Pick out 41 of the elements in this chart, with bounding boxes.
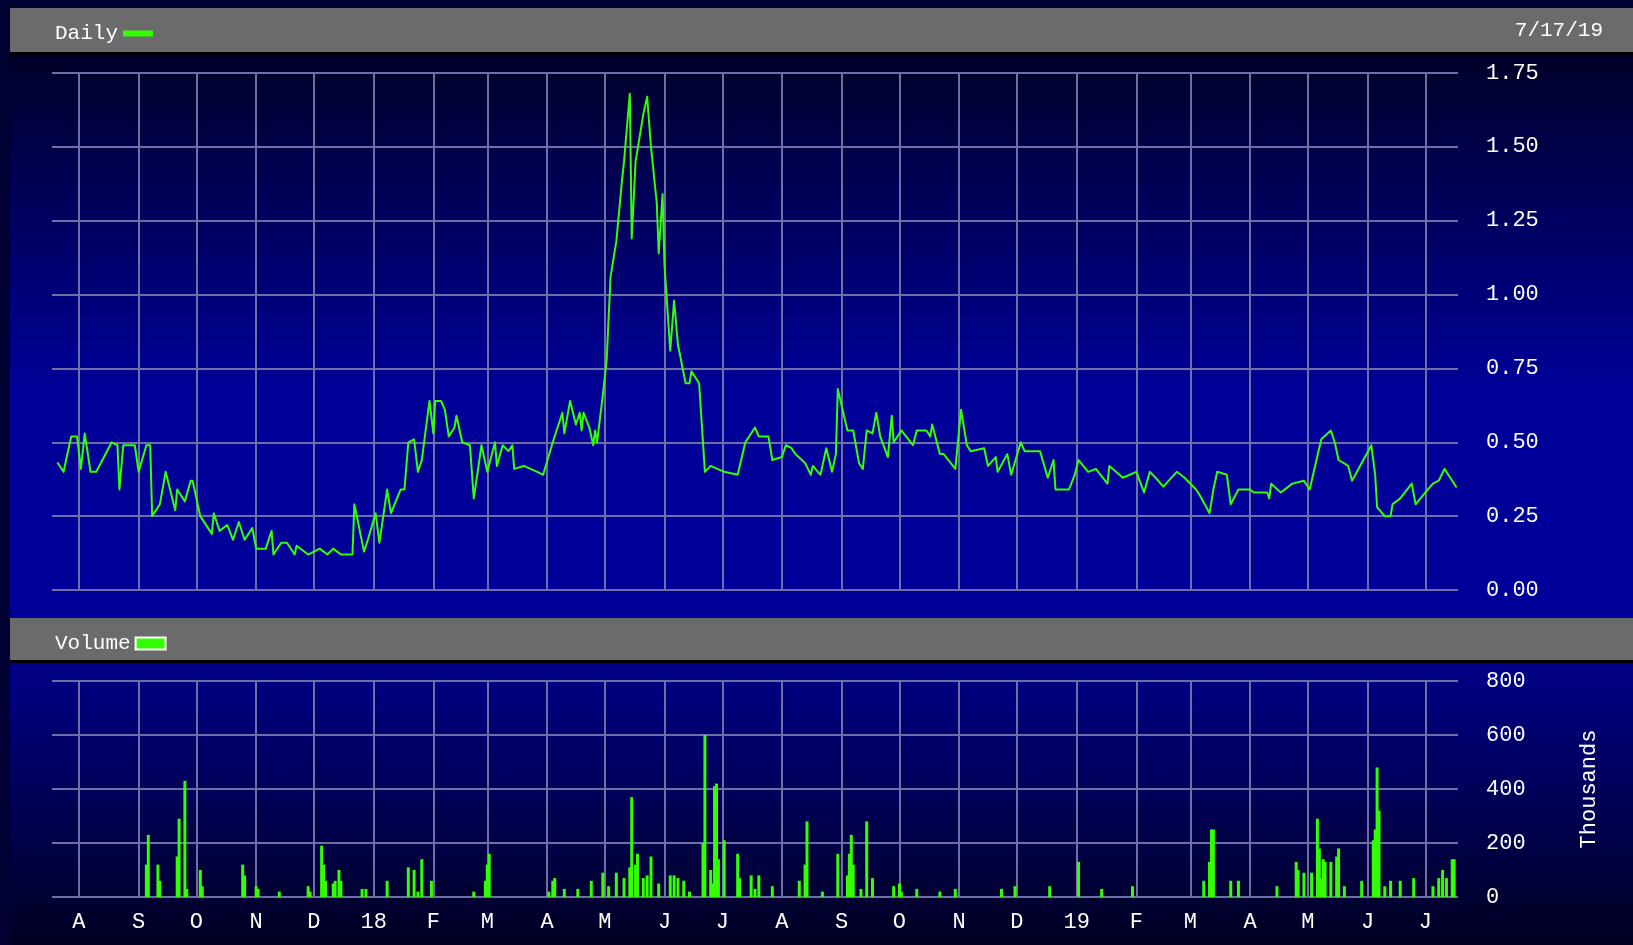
y-tick-label: 0.25 <box>1486 503 1539 529</box>
y-tick-label: 200 <box>1486 830 1526 856</box>
x-tick-label: S <box>835 909 849 935</box>
x-tick-label: J <box>1418 909 1432 935</box>
y-tick-label: 800 <box>1486 668 1526 694</box>
text: 7/17/19 <box>1514 19 1603 42</box>
x-tick-label: M <box>1301 909 1315 935</box>
x-tick-label: M <box>480 909 494 935</box>
x-tick-label: O <box>189 909 204 935</box>
x-tick-label: S <box>132 909 146 935</box>
y-tick-label: 0.50 <box>1486 429 1539 455</box>
x-tick-label: D <box>307 909 321 935</box>
x-tick-label: F <box>1129 909 1143 935</box>
y-tick-label: 0 <box>1486 884 1500 910</box>
x-tick-label: 18 <box>360 909 387 935</box>
legend-label: Daily <box>54 22 119 45</box>
x-tick-label: A <box>1243 909 1258 935</box>
x-tick-label: A <box>72 909 87 935</box>
x-tick-label: F <box>426 909 440 935</box>
x-tick-label: M <box>1183 909 1197 935</box>
x-tick-label: N <box>952 909 966 935</box>
y-tick-label: 0.00 <box>1486 577 1539 603</box>
x-tick-label: D <box>1010 909 1024 935</box>
x-tick-label: N <box>249 909 263 935</box>
x-tick-label: J <box>715 909 729 935</box>
x-tick-label: J <box>657 909 672 935</box>
legend-label: Volume <box>54 632 131 655</box>
x-tick-label: A <box>540 909 555 935</box>
y-tick-label: 1.00 <box>1486 282 1539 308</box>
y-tick-label: 1.50 <box>1486 134 1539 160</box>
x-tick-label: A <box>775 909 790 935</box>
x-tick-label: J <box>1360 909 1375 935</box>
y-tick-label: 400 <box>1486 776 1526 802</box>
x-tick-label: O <box>892 909 907 935</box>
x-tick-label: 19 <box>1063 909 1090 935</box>
y-tick-label: 1.25 <box>1486 208 1539 234</box>
y-tick-label: 600 <box>1486 722 1526 748</box>
x-tick-label: M <box>598 909 612 935</box>
y-axis-title: Thousands <box>1576 729 1602 849</box>
y-tick-label: 1.75 <box>1486 60 1539 86</box>
y-tick-label: 0.75 <box>1486 355 1539 381</box>
